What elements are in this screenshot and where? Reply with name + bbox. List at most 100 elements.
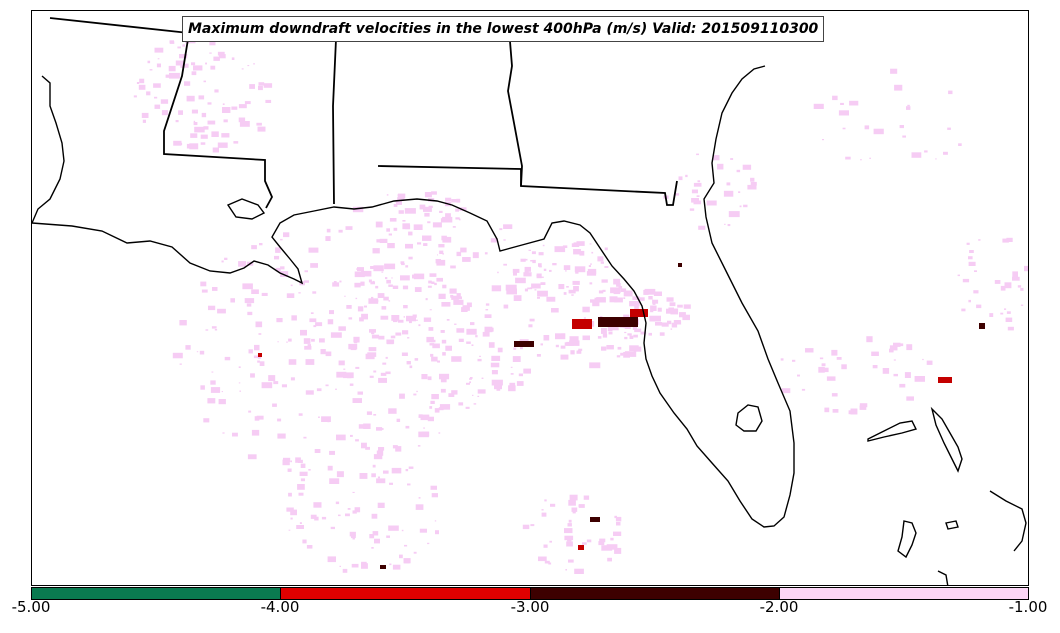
field-speck-weak bbox=[606, 345, 614, 350]
field-speck-weak bbox=[924, 150, 928, 153]
field-speck-weak bbox=[601, 545, 613, 551]
field-speck-weak bbox=[427, 221, 431, 224]
field-speck-weak bbox=[357, 267, 364, 272]
field-speck-weak bbox=[361, 313, 368, 320]
field-speck-weak bbox=[221, 133, 230, 138]
field-speck-weak bbox=[359, 317, 364, 322]
field-speck-weak bbox=[455, 217, 460, 220]
field-speck-weak bbox=[893, 373, 898, 377]
field-speck-weak bbox=[429, 406, 433, 409]
field-speck-weak bbox=[383, 470, 389, 474]
field-speck-weak bbox=[388, 284, 393, 287]
field-speck-weak bbox=[391, 315, 400, 321]
field-speck-weak bbox=[571, 294, 574, 296]
field-speck-weak bbox=[824, 407, 830, 413]
field-speck-weak bbox=[819, 370, 824, 372]
field-speck-weak bbox=[523, 368, 531, 374]
field-speck-weak bbox=[792, 359, 796, 362]
field-speck-weak bbox=[670, 328, 673, 330]
field-speck-weak bbox=[551, 308, 559, 313]
field-speck-weak bbox=[578, 504, 585, 508]
field-speck-weak bbox=[415, 319, 418, 321]
field-speck-weak bbox=[893, 342, 901, 347]
field-cell-strong bbox=[590, 517, 600, 522]
field-speck-weak bbox=[445, 197, 452, 202]
field-speck-weak bbox=[244, 298, 255, 304]
field-speck-weak bbox=[333, 281, 337, 284]
field-speck-weak bbox=[446, 319, 450, 321]
field-speck-weak bbox=[894, 84, 903, 91]
field-speck-weak bbox=[472, 394, 474, 396]
field-speck-weak bbox=[491, 379, 503, 386]
field-speck-weak bbox=[254, 416, 260, 421]
field-speck-weak bbox=[442, 216, 453, 223]
field-speck-weak bbox=[374, 538, 380, 544]
field-speck-weak bbox=[287, 468, 292, 472]
field-speck-weak bbox=[826, 376, 836, 381]
field-speck-weak bbox=[372, 531, 379, 536]
field-speck-weak bbox=[373, 265, 384, 272]
field-speck-weak bbox=[338, 514, 341, 517]
field-speck-weak bbox=[623, 297, 626, 299]
field-speck-weak bbox=[405, 265, 409, 268]
field-speck-weak bbox=[330, 332, 342, 338]
field-speck-weak bbox=[296, 525, 304, 529]
field-speck-weak bbox=[200, 281, 207, 287]
field-speck-weak bbox=[567, 523, 572, 527]
field-speck-weak bbox=[405, 425, 410, 429]
field-speck-weak bbox=[416, 390, 418, 393]
field-speck-weak bbox=[564, 535, 574, 541]
field-speck-weak bbox=[313, 502, 322, 508]
field-speck-weak bbox=[238, 104, 247, 109]
field-speck-weak bbox=[186, 143, 196, 149]
field-speck-weak bbox=[313, 325, 317, 328]
field-speck-weak bbox=[424, 212, 430, 217]
field-speck-weak bbox=[361, 442, 367, 449]
field-speck-weak bbox=[377, 476, 380, 479]
field-speck-weak bbox=[872, 365, 878, 369]
coastlines bbox=[32, 65, 1027, 585]
field-speck-weak bbox=[440, 388, 446, 393]
field-speck-weak bbox=[451, 356, 462, 362]
field-speck-weak bbox=[380, 372, 387, 376]
field-speck-weak bbox=[607, 557, 612, 562]
field-speck-weak bbox=[439, 404, 451, 410]
field-speck-weak bbox=[386, 279, 391, 284]
field-speck-weak bbox=[355, 297, 358, 300]
field-speck-weak bbox=[440, 378, 447, 383]
field-speck-weak bbox=[866, 336, 873, 343]
field-speck-weak bbox=[698, 225, 706, 230]
field-speck-weak bbox=[922, 358, 924, 361]
field-speck-weak bbox=[882, 368, 890, 374]
field-speck-weak bbox=[297, 484, 305, 490]
state-boundaries bbox=[49, 16, 678, 209]
field-speck-weak bbox=[541, 512, 547, 517]
field-speck-weak bbox=[327, 465, 333, 471]
field-speck-weak bbox=[490, 238, 498, 243]
field-speck-weak bbox=[352, 491, 355, 493]
field-speck-weak bbox=[633, 334, 638, 338]
field-speck-weak bbox=[376, 478, 386, 484]
field-speck-weak bbox=[421, 374, 428, 380]
field-speck-weak bbox=[569, 336, 579, 343]
field-speck-weak bbox=[634, 328, 642, 333]
field-speck-weak bbox=[257, 360, 260, 363]
field-speck-weak bbox=[838, 110, 849, 116]
field-speck-weak bbox=[1020, 287, 1024, 291]
field-speck-weak bbox=[388, 300, 391, 302]
field-speck-weak bbox=[451, 199, 457, 203]
field-speck-weak bbox=[309, 318, 317, 323]
field-speck-weak bbox=[1000, 312, 1004, 315]
field-speck-weak bbox=[336, 371, 347, 378]
field-speck-weak bbox=[505, 284, 517, 291]
field-speck-weak bbox=[345, 226, 353, 230]
field-speck-weak bbox=[217, 142, 228, 148]
field-speck-weak bbox=[738, 191, 741, 193]
field-speck-weak bbox=[801, 388, 806, 391]
field-speck-weak bbox=[634, 305, 639, 310]
field-speck-weak bbox=[859, 403, 868, 408]
field-speck-weak bbox=[429, 273, 437, 277]
field-speck-weak bbox=[678, 176, 683, 181]
field-speck-weak bbox=[321, 416, 331, 422]
field-speck-weak bbox=[371, 334, 380, 339]
